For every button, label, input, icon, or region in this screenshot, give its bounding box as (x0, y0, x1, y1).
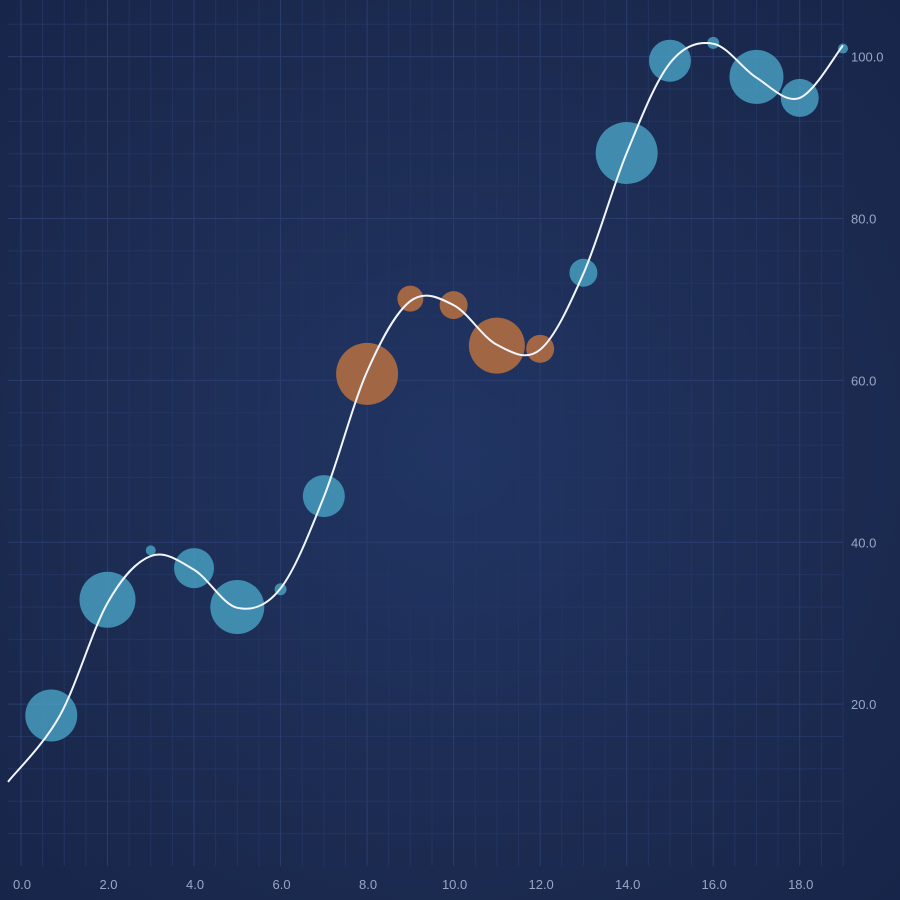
x-tick-label: 4.0 (186, 877, 204, 892)
x-tick-label: 2.0 (99, 877, 117, 892)
y-tick-label: 20.0 (851, 697, 876, 712)
minor-gridlines (8, 0, 844, 866)
bubble-series (25, 36, 848, 742)
smooth-line (7, 42, 844, 783)
y-tick-label: 100.0 (851, 50, 884, 65)
y-tick-label: 40.0 (851, 535, 876, 550)
bubble (145, 545, 156, 556)
x-tick-label: 14.0 (615, 877, 640, 892)
x-tick-label: 12.0 (528, 877, 553, 892)
y-tick-label: 80.0 (851, 212, 876, 227)
line-series (7, 42, 844, 783)
bubble-highlighted (397, 285, 424, 312)
x-tick-label: 16.0 (702, 877, 727, 892)
y-axis-tick-labels: 20.0 40.0 60.0 80.0 100.0 (851, 50, 884, 712)
x-tick-label: 6.0 (273, 877, 291, 892)
major-gridlines (8, 0, 843, 866)
bubble (79, 571, 136, 628)
x-axis-tick-labels: 0.0 2.0 4.0 6.0 8.0 10.0 12.0 14.0 16.0 18.0 (13, 877, 813, 892)
bubble (648, 39, 691, 82)
bubble (838, 43, 848, 54)
bubble (25, 689, 78, 742)
x-tick-label: 10.0 (442, 877, 467, 892)
x-tick-label: 0.0 (13, 877, 31, 892)
x-tick-label: 18.0 (788, 877, 813, 892)
x-tick-label: 8.0 (359, 877, 377, 892)
y-tick-label: 60.0 (851, 373, 876, 388)
